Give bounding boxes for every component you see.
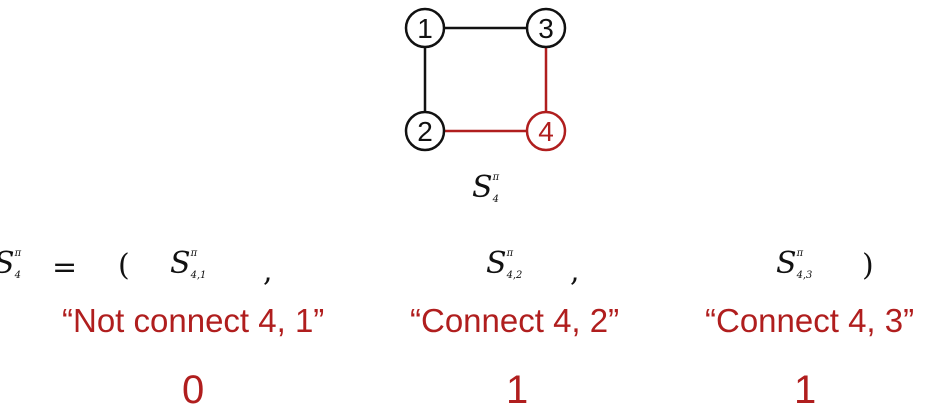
node-3-label: 3 <box>538 13 554 44</box>
term-3-sup: π <box>796 247 804 259</box>
caption-base: S <box>472 170 493 205</box>
lhs-sub: 4 <box>14 269 21 281</box>
lhs-base: S <box>0 246 15 281</box>
term-1-base: S <box>170 246 191 281</box>
term-1-description: “Not connect 4, 1” <box>62 302 325 339</box>
equals-sign: = <box>52 250 78 285</box>
node-2-label: 2 <box>417 116 433 147</box>
node-3: 3 <box>525 7 567 49</box>
term-3-value: 1 <box>794 368 817 412</box>
lhs-sup: π <box>14 247 22 259</box>
term-1-sub: 4,1 <box>190 269 207 281</box>
term-1-value: 0 <box>182 368 205 412</box>
term-2-description: “Connect 4, 2” <box>410 302 620 339</box>
term-3-base: S <box>776 246 797 281</box>
term-1-sup: π <box>190 247 198 259</box>
term-2-value: 1 <box>506 368 529 412</box>
term-3-description: “Connect 4, 3” <box>705 302 915 339</box>
equation-lhs: Sπ 4 <box>0 246 29 284</box>
term-2-sup: π <box>506 247 514 259</box>
close-paren: ) <box>862 248 874 283</box>
node-1-label: 1 <box>417 13 433 44</box>
node-1: 1 <box>404 7 446 49</box>
node-2: 2 <box>404 110 446 152</box>
caption-sub: 4 <box>492 193 499 205</box>
node-4: 4 <box>525 110 567 152</box>
caption-sup: π <box>492 171 500 183</box>
comma-2: , <box>570 254 580 289</box>
term-3-sub: 4,3 <box>796 269 813 281</box>
comma-1: , <box>263 254 273 289</box>
term-2-sub: 4,2 <box>506 269 523 281</box>
node-4-label: 4 <box>538 116 554 147</box>
open-paren: ( <box>118 248 130 283</box>
term-2-base: S <box>486 246 507 281</box>
